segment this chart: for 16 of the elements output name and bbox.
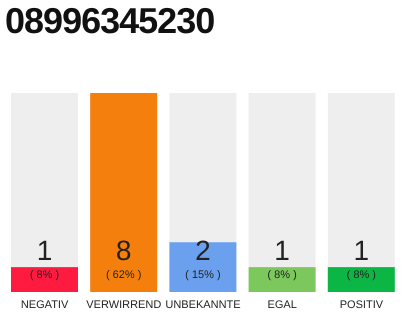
data-label: 8: [116, 235, 132, 266]
chart-title: 08996345230: [5, 0, 214, 42]
data-label: 1: [274, 235, 290, 266]
x-tick-label: UNBEKANNTE: [165, 298, 241, 311]
x-tick-label: POSITIV: [340, 298, 384, 311]
annotation: ( 8% ): [267, 269, 297, 281]
annotation: ( 15% ): [185, 269, 221, 281]
annotation: ( 8% ): [346, 269, 376, 281]
data-label: 2: [195, 235, 211, 266]
annotation: ( 62% ): [106, 269, 142, 281]
x-tick-label: VERWIRREND: [86, 298, 162, 311]
x-tick-label: EGAL: [268, 298, 297, 311]
data-label: 1: [36, 235, 52, 266]
data-label: 1: [354, 235, 370, 266]
x-tick-label: NEGATIV: [20, 298, 69, 311]
annotation: ( 8% ): [30, 269, 60, 281]
